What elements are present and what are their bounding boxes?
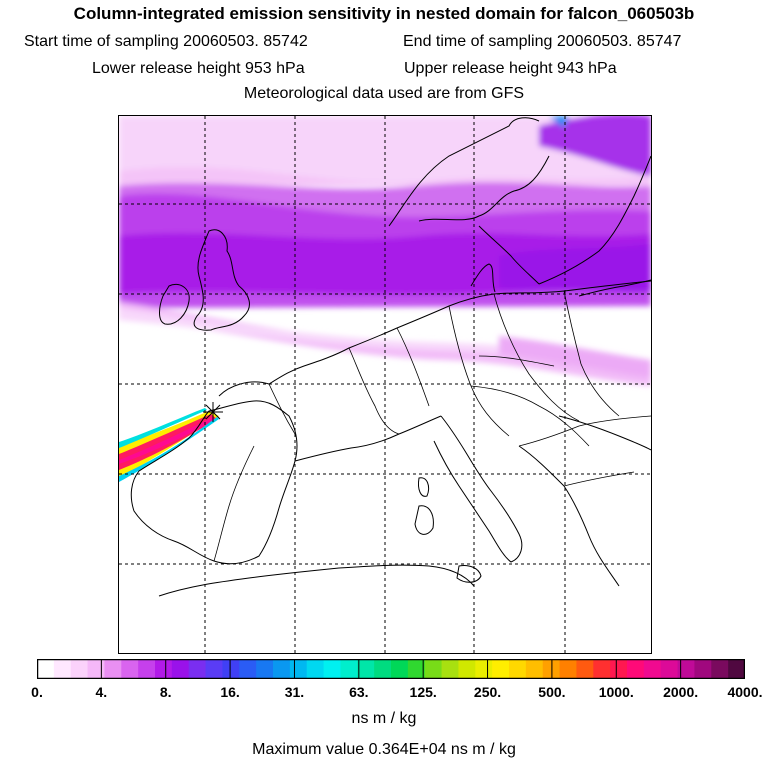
color-scale-bar xyxy=(37,659,745,679)
color-scale-tick-label: 4. xyxy=(95,684,108,700)
color-scale-swatch xyxy=(458,659,476,679)
release-site-star-icon xyxy=(203,402,223,422)
color-scale-swatch xyxy=(70,659,89,679)
color-scale-tick-label: 8. xyxy=(159,684,172,700)
color-scale-swatch xyxy=(441,659,459,679)
color-scale-swatch xyxy=(340,659,358,679)
color-scale-swatch xyxy=(593,659,611,679)
color-scale-tick-label: 0. xyxy=(31,684,43,700)
map-canvas xyxy=(119,116,651,653)
color-scale-tick-label: 4000. xyxy=(727,684,763,700)
color-scale-swatch xyxy=(509,659,527,679)
color-scale-swatch xyxy=(256,659,274,679)
color-scale-swatch xyxy=(610,659,628,679)
coastlines xyxy=(130,117,651,597)
color-scale-swatch xyxy=(424,659,443,679)
color-scale-swatch xyxy=(677,659,695,679)
color-scale-unit: ns m / kg xyxy=(351,710,417,727)
color-scale-swatch xyxy=(357,659,375,679)
color-scale-swatch xyxy=(306,659,325,679)
color-scale-swatch xyxy=(273,659,291,679)
color-scale-tick-label: 250. xyxy=(473,684,502,700)
plot-title: Column-integrated emission sensitivity i… xyxy=(73,4,695,23)
color-scale-swatch xyxy=(492,659,510,679)
color-scale-swatch xyxy=(104,659,122,679)
color-scale-swatch xyxy=(391,659,409,679)
color-scale-tick-label: 1000. xyxy=(598,684,634,700)
color-scale-swatch xyxy=(694,659,712,679)
sensitivity-map xyxy=(118,115,652,654)
color-scale-swatch xyxy=(222,659,240,679)
color-scale-swatch xyxy=(407,659,426,679)
color-scale-swatch xyxy=(542,659,561,679)
color-scale-swatch xyxy=(576,659,594,679)
color-scale-tick-label: 16. xyxy=(220,684,240,700)
color-scale-frame xyxy=(37,659,745,679)
upper-release-height-label: Upper release height 943 hPa xyxy=(404,60,617,77)
color-scale-swatch xyxy=(728,659,745,679)
color-scale-tick-label: 63. xyxy=(349,684,369,700)
color-scale-swatch xyxy=(559,659,577,679)
color-scale-swatch xyxy=(188,659,207,679)
color-scale-swatch xyxy=(171,659,190,679)
emission-plume xyxy=(119,408,219,482)
color-scale-tick-label: 125. xyxy=(409,684,437,700)
color-scale-swatch xyxy=(239,659,257,679)
lower-release-height-label: Lower release height 953 hPa xyxy=(92,60,305,77)
color-scale-swatch xyxy=(323,659,341,679)
color-scale-tick-label: 31. xyxy=(284,684,305,700)
color-scale-tick-label: 2000. xyxy=(663,684,699,700)
color-scale-swatch xyxy=(711,659,729,679)
color-scale-swatch xyxy=(155,659,173,679)
color-scale-swatch xyxy=(525,659,544,679)
color-scale-swatch xyxy=(374,659,392,679)
color-scale-swatch xyxy=(660,659,679,679)
maximum-value-label: Maximum value 0.364E+04 ns m / kg xyxy=(252,741,516,758)
meteorological-data-label: Meteorological data used are from GFS xyxy=(243,85,525,102)
color-scale-swatch xyxy=(475,659,493,679)
color-scale-swatch xyxy=(87,659,105,679)
color-scale-swatch xyxy=(53,659,72,679)
color-scale-swatch xyxy=(37,659,55,679)
start-time-label: Start time of sampling 20060503. 85742 xyxy=(24,33,308,50)
color-scale-swatch xyxy=(138,659,156,679)
lat-lon-grid xyxy=(119,116,651,653)
color-scale-swatch xyxy=(289,659,308,679)
color-scale-swatch xyxy=(205,659,223,679)
color-scale-swatch xyxy=(121,659,139,679)
color-scale-tick-label: 500. xyxy=(538,684,566,700)
end-time-label: End time of sampling 20060503. 85747 xyxy=(403,33,682,50)
color-scale-swatch xyxy=(627,659,645,679)
color-scale-swatch xyxy=(643,659,662,679)
